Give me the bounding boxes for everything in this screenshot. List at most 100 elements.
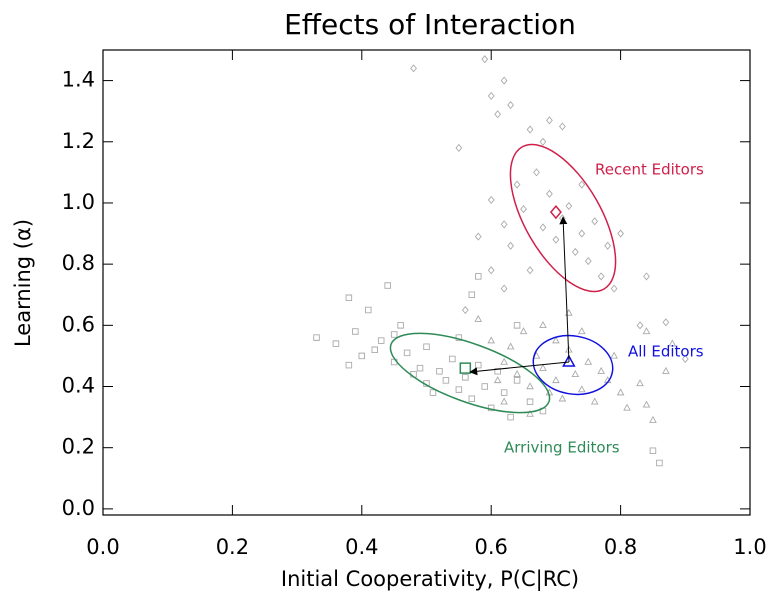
point <box>526 382 534 390</box>
point <box>558 122 566 131</box>
point <box>468 395 476 402</box>
point <box>562 354 576 367</box>
point <box>345 361 353 369</box>
y-tick-label: 0.2 <box>62 435 95 459</box>
point <box>507 241 514 250</box>
point <box>533 168 540 177</box>
point <box>371 346 378 354</box>
point <box>494 110 502 119</box>
point <box>423 343 430 350</box>
point <box>571 247 579 256</box>
arrow <box>559 216 570 363</box>
point <box>507 101 514 110</box>
arriving-ellipse <box>389 332 551 414</box>
point <box>468 291 476 298</box>
point <box>494 367 501 375</box>
point <box>461 305 469 315</box>
y-tick-label: 0.8 <box>62 251 95 275</box>
point <box>636 321 644 330</box>
point <box>481 55 489 64</box>
point <box>642 400 651 408</box>
point <box>590 397 599 405</box>
point <box>500 357 508 365</box>
point <box>487 91 495 100</box>
point <box>577 385 586 393</box>
y-tick-label: 0.4 <box>62 374 95 398</box>
y-tick-label: 1.0 <box>62 190 95 214</box>
point <box>539 363 547 371</box>
point <box>526 409 534 417</box>
point <box>506 342 515 350</box>
point <box>539 321 547 329</box>
point <box>377 337 385 344</box>
point <box>610 284 618 293</box>
x-tick-label: 0.2 <box>216 535 249 559</box>
arrow <box>469 361 570 376</box>
point <box>668 339 677 347</box>
x-axis-label: Initial Cooperativity, P(C|RC) <box>281 567 579 592</box>
point <box>610 351 618 359</box>
all-ellipse <box>532 334 614 396</box>
point <box>571 369 580 377</box>
point <box>578 180 586 189</box>
point <box>513 180 521 189</box>
point <box>416 364 424 372</box>
recent-ellipse <box>509 143 617 293</box>
point <box>616 388 625 396</box>
point <box>636 379 644 387</box>
point <box>539 137 547 146</box>
point <box>577 327 586 335</box>
point <box>520 205 527 214</box>
point <box>500 284 508 293</box>
y-tick-label: 0.6 <box>62 312 95 336</box>
point <box>493 376 502 384</box>
plot-frame <box>102 49 751 516</box>
point <box>552 235 560 244</box>
point <box>623 403 631 411</box>
point <box>459 362 472 374</box>
point <box>403 349 411 357</box>
point <box>513 369 521 377</box>
point <box>384 282 391 289</box>
point <box>597 272 605 281</box>
x-tick-label: 1.0 <box>733 535 766 559</box>
point <box>519 327 528 335</box>
point <box>656 459 663 467</box>
point <box>597 366 606 374</box>
point <box>313 334 320 341</box>
point <box>481 383 488 390</box>
annotation: All Editors <box>628 343 704 361</box>
point <box>552 336 560 344</box>
point <box>462 374 469 381</box>
point <box>500 397 508 405</box>
point <box>487 336 496 344</box>
y-axis-label: Learning (α) <box>11 219 35 347</box>
chart-title: Effects of Interaction <box>284 8 576 41</box>
point <box>474 314 483 322</box>
point <box>455 143 463 152</box>
point <box>455 386 463 393</box>
point <box>649 415 657 423</box>
point <box>352 328 359 335</box>
point <box>429 389 437 396</box>
x-tick-label: 0.4 <box>345 535 378 559</box>
point <box>358 352 366 360</box>
point <box>539 223 547 232</box>
point <box>584 257 592 266</box>
point <box>643 272 650 281</box>
y-tick-label: 0.0 <box>62 496 95 520</box>
point <box>681 354 689 364</box>
point <box>584 357 593 365</box>
point <box>487 266 495 275</box>
point <box>513 377 521 384</box>
point <box>442 377 450 384</box>
point <box>487 195 495 204</box>
x-tick-label: 0.0 <box>86 535 119 559</box>
point <box>604 241 612 250</box>
point <box>642 327 651 335</box>
point <box>345 294 353 302</box>
y-tick-label: 1.4 <box>62 68 95 92</box>
point <box>558 214 566 223</box>
annotation: Arriving Editors <box>504 439 620 457</box>
point <box>390 331 398 338</box>
